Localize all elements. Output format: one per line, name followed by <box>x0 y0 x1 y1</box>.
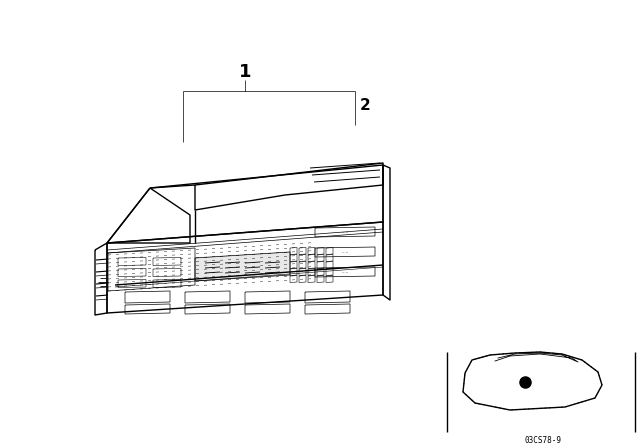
Text: -- --: -- -- <box>342 230 348 234</box>
Polygon shape <box>108 248 195 291</box>
Polygon shape <box>463 352 602 410</box>
Polygon shape <box>95 243 107 315</box>
Polygon shape <box>107 222 383 313</box>
Text: -- --: -- -- <box>342 270 348 274</box>
Text: 1: 1 <box>239 63 252 81</box>
Text: 03CS78-9: 03CS78-9 <box>525 435 561 444</box>
Text: -- --: -- -- <box>342 250 348 254</box>
Polygon shape <box>383 165 390 300</box>
Text: 2: 2 <box>360 98 371 112</box>
Polygon shape <box>107 188 190 243</box>
Polygon shape <box>195 252 290 281</box>
Polygon shape <box>195 163 383 210</box>
Polygon shape <box>107 165 383 243</box>
